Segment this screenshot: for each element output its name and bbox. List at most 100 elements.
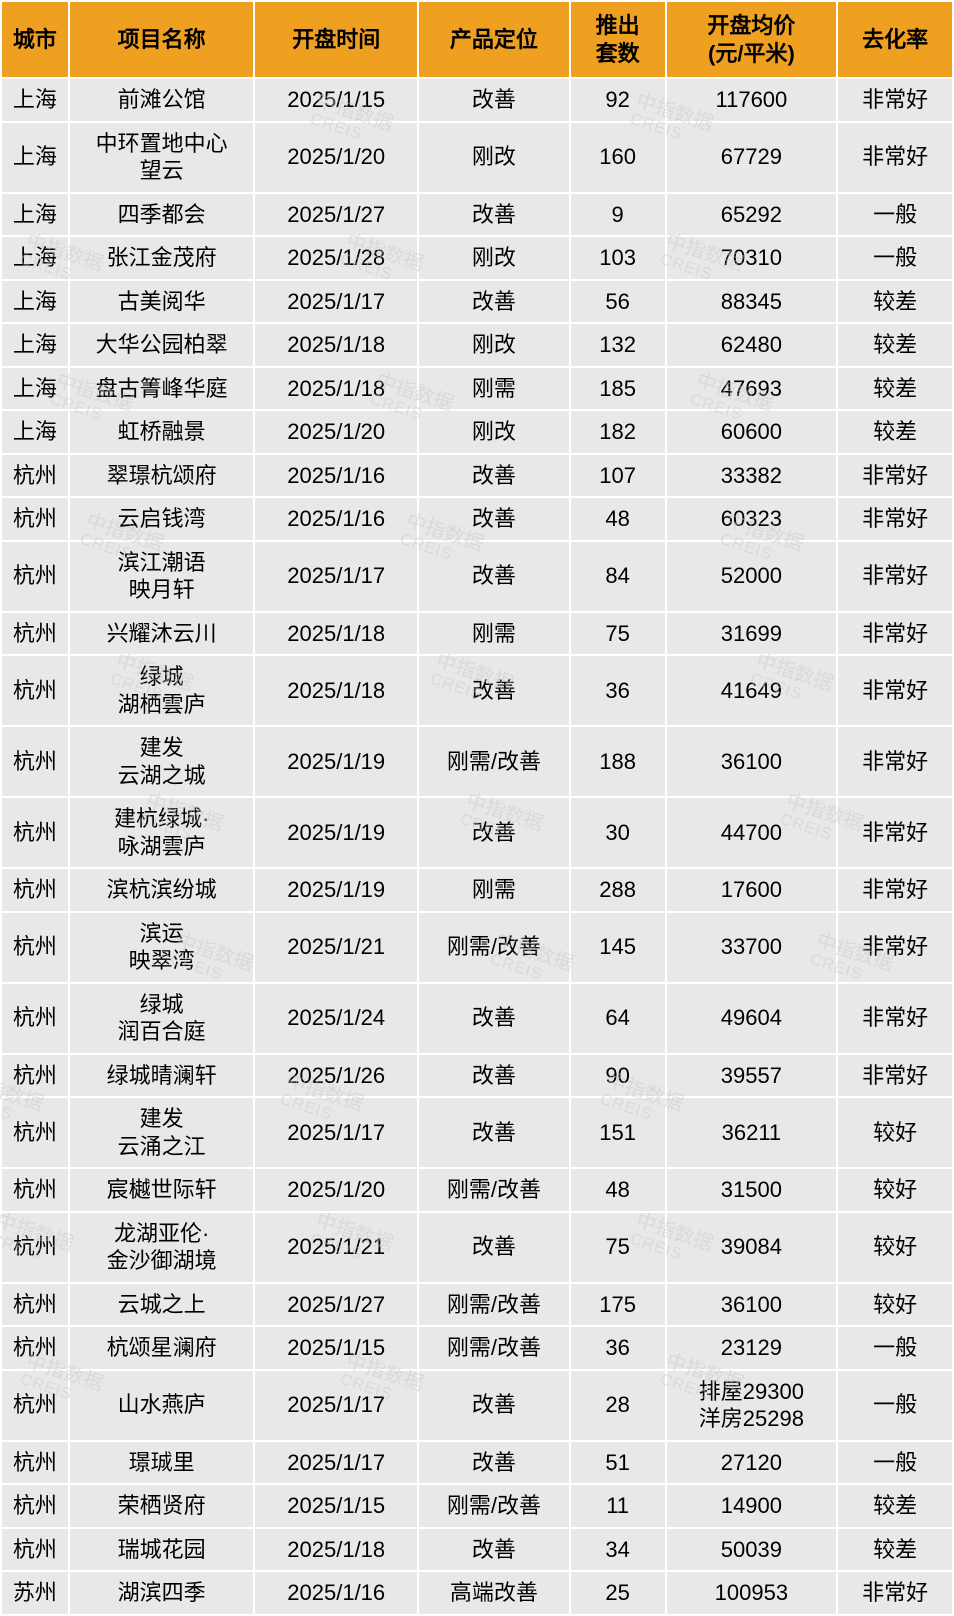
projects-table: 城市项目名称开盘时间产品定位推出套数开盘均价(元/平米)去化率 上海前滩公馆20…	[0, 0, 954, 1616]
table-row: 上海张江金茂府2025/1/28刚改10370310一般	[1, 236, 953, 280]
cell-r23-c3: 刚需/改善	[418, 1326, 570, 1370]
cell-r6-c1: 盘古箐峰华庭	[69, 367, 254, 411]
cell-r16-c4: 145	[570, 912, 666, 983]
cell-r10-c2: 2025/1/17	[254, 541, 418, 612]
cell-r16-c3: 刚需/改善	[418, 912, 570, 983]
cell-r21-c6: 较好	[837, 1212, 953, 1283]
cell-r2-c6: 一般	[837, 193, 953, 237]
col-header-6: 去化率	[837, 1, 953, 78]
cell-r25-c0: 杭州	[1, 1441, 69, 1485]
cell-r3-c6: 一般	[837, 236, 953, 280]
cell-r18-c1: 绿城晴澜轩	[69, 1054, 254, 1098]
cell-r13-c2: 2025/1/19	[254, 726, 418, 797]
cell-r26-c5: 14900	[666, 1484, 838, 1528]
cell-r7-c0: 上海	[1, 410, 69, 454]
cell-r5-c2: 2025/1/18	[254, 323, 418, 367]
cell-r22-c2: 2025/1/27	[254, 1283, 418, 1327]
table-row: 杭州璟珹里2025/1/17改善5127120一般	[1, 1441, 953, 1485]
cell-r12-c0: 杭州	[1, 655, 69, 726]
cell-r13-c1: 建发云湖之城	[69, 726, 254, 797]
cell-r8-c6: 非常好	[837, 454, 953, 498]
table-row: 杭州滨江潮语映月轩2025/1/17改善8452000非常好	[1, 541, 953, 612]
cell-r15-c5: 17600	[666, 868, 838, 912]
cell-r13-c0: 杭州	[1, 726, 69, 797]
cell-r0-c1: 前滩公馆	[69, 78, 254, 122]
cell-r7-c2: 2025/1/20	[254, 410, 418, 454]
cell-r12-c2: 2025/1/18	[254, 655, 418, 726]
cell-r20-c0: 杭州	[1, 1168, 69, 1212]
table-row: 上海盘古箐峰华庭2025/1/18刚需18547693较差	[1, 367, 953, 411]
cell-r19-c1: 建发云涌之江	[69, 1097, 254, 1168]
cell-r16-c1: 滨运映翠湾	[69, 912, 254, 983]
cell-r17-c6: 非常好	[837, 983, 953, 1054]
cell-r20-c3: 刚需/改善	[418, 1168, 570, 1212]
table-row: 杭州山水燕庐2025/1/17改善28排屋29300洋房25298一般	[1, 1370, 953, 1441]
cell-r4-c5: 88345	[666, 280, 838, 324]
cell-r15-c0: 杭州	[1, 868, 69, 912]
table-row: 杭州建发云涌之江2025/1/17改善15136211较好	[1, 1097, 953, 1168]
table-row: 杭州云城之上2025/1/27刚需/改善17536100较好	[1, 1283, 953, 1327]
cell-r14-c1: 建杭绿城·咏湖雲庐	[69, 797, 254, 868]
cell-r27-c4: 34	[570, 1528, 666, 1572]
cell-r22-c6: 较好	[837, 1283, 953, 1327]
cell-r6-c3: 刚需	[418, 367, 570, 411]
table-row: 上海前滩公馆2025/1/15改善92117600非常好	[1, 78, 953, 122]
cell-r25-c3: 改善	[418, 1441, 570, 1485]
cell-r23-c0: 杭州	[1, 1326, 69, 1370]
table-row: 杭州杭颂星澜府2025/1/15刚需/改善3623129一般	[1, 1326, 953, 1370]
cell-r14-c4: 30	[570, 797, 666, 868]
cell-r28-c2: 2025/1/16	[254, 1571, 418, 1615]
cell-r28-c5: 100953	[666, 1571, 838, 1615]
table-row: 上海古美阅华2025/1/17改善5688345较差	[1, 280, 953, 324]
table-row: 杭州滨运映翠湾2025/1/21刚需/改善14533700非常好	[1, 912, 953, 983]
cell-r0-c2: 2025/1/15	[254, 78, 418, 122]
cell-r28-c1: 湖滨四季	[69, 1571, 254, 1615]
cell-r14-c0: 杭州	[1, 797, 69, 868]
cell-r15-c6: 非常好	[837, 868, 953, 912]
cell-r0-c5: 117600	[666, 78, 838, 122]
cell-r2-c3: 改善	[418, 193, 570, 237]
cell-r27-c2: 2025/1/18	[254, 1528, 418, 1572]
cell-r4-c1: 古美阅华	[69, 280, 254, 324]
cell-r25-c5: 27120	[666, 1441, 838, 1485]
table-row: 杭州绿城润百合庭2025/1/24改善6449604非常好	[1, 983, 953, 1054]
cell-r19-c6: 较好	[837, 1097, 953, 1168]
table-row: 上海四季都会2025/1/27改善965292一般	[1, 193, 953, 237]
cell-r0-c3: 改善	[418, 78, 570, 122]
cell-r28-c4: 25	[570, 1571, 666, 1615]
cell-r19-c5: 36211	[666, 1097, 838, 1168]
cell-r11-c3: 刚需	[418, 612, 570, 656]
cell-r17-c5: 49604	[666, 983, 838, 1054]
cell-r28-c6: 非常好	[837, 1571, 953, 1615]
cell-r8-c3: 改善	[418, 454, 570, 498]
cell-r21-c3: 改善	[418, 1212, 570, 1283]
cell-r6-c6: 较差	[837, 367, 953, 411]
cell-r9-c4: 48	[570, 497, 666, 541]
cell-r27-c5: 50039	[666, 1528, 838, 1572]
cell-r11-c0: 杭州	[1, 612, 69, 656]
cell-r22-c5: 36100	[666, 1283, 838, 1327]
table-body: 上海前滩公馆2025/1/15改善92117600非常好上海中环置地中心望云20…	[1, 78, 953, 1615]
cell-r5-c0: 上海	[1, 323, 69, 367]
col-header-1: 项目名称	[69, 1, 254, 78]
cell-r7-c1: 虹桥融景	[69, 410, 254, 454]
cell-r10-c0: 杭州	[1, 541, 69, 612]
cell-r8-c5: 33382	[666, 454, 838, 498]
cell-r22-c0: 杭州	[1, 1283, 69, 1327]
cell-r1-c0: 上海	[1, 122, 69, 193]
cell-r24-c3: 改善	[418, 1370, 570, 1441]
cell-r9-c5: 60323	[666, 497, 838, 541]
cell-r17-c3: 改善	[418, 983, 570, 1054]
cell-r27-c1: 瑞城花园	[69, 1528, 254, 1572]
table-row: 杭州宸樾世际轩2025/1/20刚需/改善4831500较好	[1, 1168, 953, 1212]
cell-r17-c1: 绿城润百合庭	[69, 983, 254, 1054]
table-row: 苏州湖滨四季2025/1/16高端改善25100953非常好	[1, 1571, 953, 1615]
cell-r13-c3: 刚需/改善	[418, 726, 570, 797]
cell-r15-c2: 2025/1/19	[254, 868, 418, 912]
cell-r17-c4: 64	[570, 983, 666, 1054]
cell-r4-c0: 上海	[1, 280, 69, 324]
cell-r18-c0: 杭州	[1, 1054, 69, 1098]
cell-r3-c3: 刚改	[418, 236, 570, 280]
cell-r7-c5: 60600	[666, 410, 838, 454]
table-row: 杭州兴耀沐云川2025/1/18刚需7531699非常好	[1, 612, 953, 656]
